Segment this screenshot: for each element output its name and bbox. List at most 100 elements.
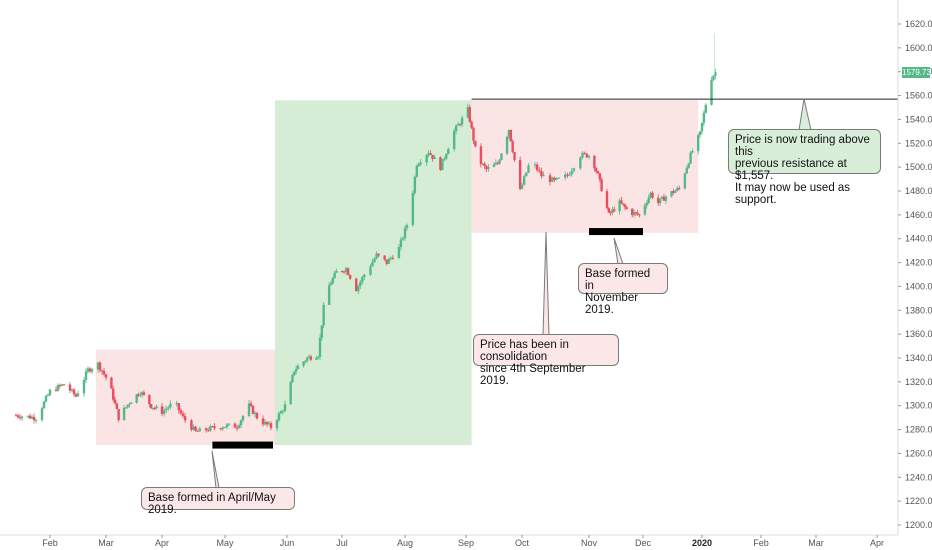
candle — [518, 156, 522, 191]
candle-body — [196, 430, 199, 432]
candle — [322, 301, 325, 329]
candle-body — [20, 416, 24, 419]
candle-body — [704, 104, 708, 113]
candle — [389, 256, 392, 261]
candle — [320, 325, 324, 341]
candle-body — [223, 427, 227, 429]
candle — [683, 172, 687, 190]
candle — [712, 75, 715, 82]
candle — [447, 147, 450, 155]
candle-body — [702, 112, 706, 123]
candle-body — [687, 163, 690, 168]
candle-body — [267, 423, 271, 425]
candle-body — [634, 212, 637, 214]
candle-body — [72, 389, 76, 395]
candle — [419, 159, 422, 167]
base-april-may-callout: Base formed in April/May 2019. — [141, 487, 295, 516]
candle-body — [698, 131, 702, 136]
candle-body — [84, 371, 88, 381]
candle — [674, 189, 677, 194]
candle — [587, 154, 591, 160]
candle-body — [302, 361, 305, 366]
candle-body — [657, 197, 660, 204]
candle — [371, 258, 374, 267]
candle — [315, 355, 318, 361]
candle — [485, 165, 488, 173]
price-axis[interactable]: 1200.00 1220.00 1240.00 1260.00 1280.00 1300.… — [897, 0, 932, 535]
candle-body — [279, 411, 283, 414]
candle — [294, 365, 298, 375]
candle-body — [165, 408, 168, 411]
candle — [190, 419, 193, 432]
candle-body — [509, 129, 512, 142]
candle — [427, 150, 430, 158]
candle-body — [600, 179, 603, 192]
candle — [670, 190, 673, 198]
candle — [500, 152, 503, 161]
candle-body — [265, 421, 269, 425]
candle — [676, 186, 679, 192]
time-tick-label: 2020 — [692, 538, 712, 548]
time-tick-label: Nov — [581, 538, 598, 548]
candle — [48, 388, 52, 397]
candle — [456, 121, 460, 126]
candle — [239, 419, 243, 429]
candle — [672, 188, 675, 195]
candle-body — [213, 426, 216, 429]
candle — [160, 403, 164, 417]
candle — [304, 359, 307, 364]
candle — [316, 355, 320, 360]
candle — [470, 120, 473, 130]
candle — [520, 182, 524, 190]
zone-uptrend-1 — [275, 100, 472, 446]
candle — [307, 354, 311, 358]
candle-body — [204, 428, 208, 431]
candle — [44, 394, 48, 403]
candle — [658, 198, 662, 207]
candle — [505, 135, 509, 156]
candle — [340, 270, 344, 273]
candle-body — [429, 153, 432, 155]
candle-body — [411, 192, 415, 225]
candle-body — [419, 162, 422, 165]
candle — [110, 376, 113, 389]
price-tick-label: 1520.00 — [905, 138, 932, 148]
markers-layer — [212, 98, 898, 449]
time-axis[interactable]: Feb Mar Apr May Jun Jul Aug Sep Oct Nov Dec 2020 Feb… — [0, 534, 898, 548]
candle — [585, 153, 589, 159]
candle — [472, 126, 475, 145]
time-tick-label: Jul — [336, 538, 348, 548]
candle-body — [32, 416, 36, 421]
candle-body — [456, 124, 460, 126]
candle-body — [309, 356, 313, 360]
candle — [387, 257, 390, 264]
time-tick-label: Mar — [808, 538, 824, 548]
candle-body — [209, 426, 212, 431]
candle-body — [622, 203, 625, 205]
candle-body — [618, 200, 621, 212]
candle — [102, 367, 106, 377]
candle — [691, 148, 694, 154]
candle-body — [58, 385, 62, 387]
candle-body — [346, 268, 350, 276]
candle-body — [333, 272, 336, 279]
candle-body — [177, 403, 180, 411]
candle-body — [227, 423, 231, 425]
candle-body — [142, 392, 146, 395]
candle-body — [167, 407, 170, 409]
candle-body — [28, 415, 32, 419]
pointer-consolidation — [542, 231, 550, 336]
candle — [647, 194, 650, 205]
candle — [401, 236, 405, 241]
candle — [625, 206, 628, 210]
time-tick-label: Feb — [753, 538, 769, 548]
candle-body — [122, 407, 126, 421]
candle — [373, 257, 376, 263]
candle-body — [522, 176, 526, 185]
candle — [58, 383, 62, 389]
candle — [664, 195, 668, 205]
price-tick-label: 1420.00 — [905, 258, 932, 268]
candle-body — [391, 257, 395, 259]
candle-body — [16, 415, 20, 418]
